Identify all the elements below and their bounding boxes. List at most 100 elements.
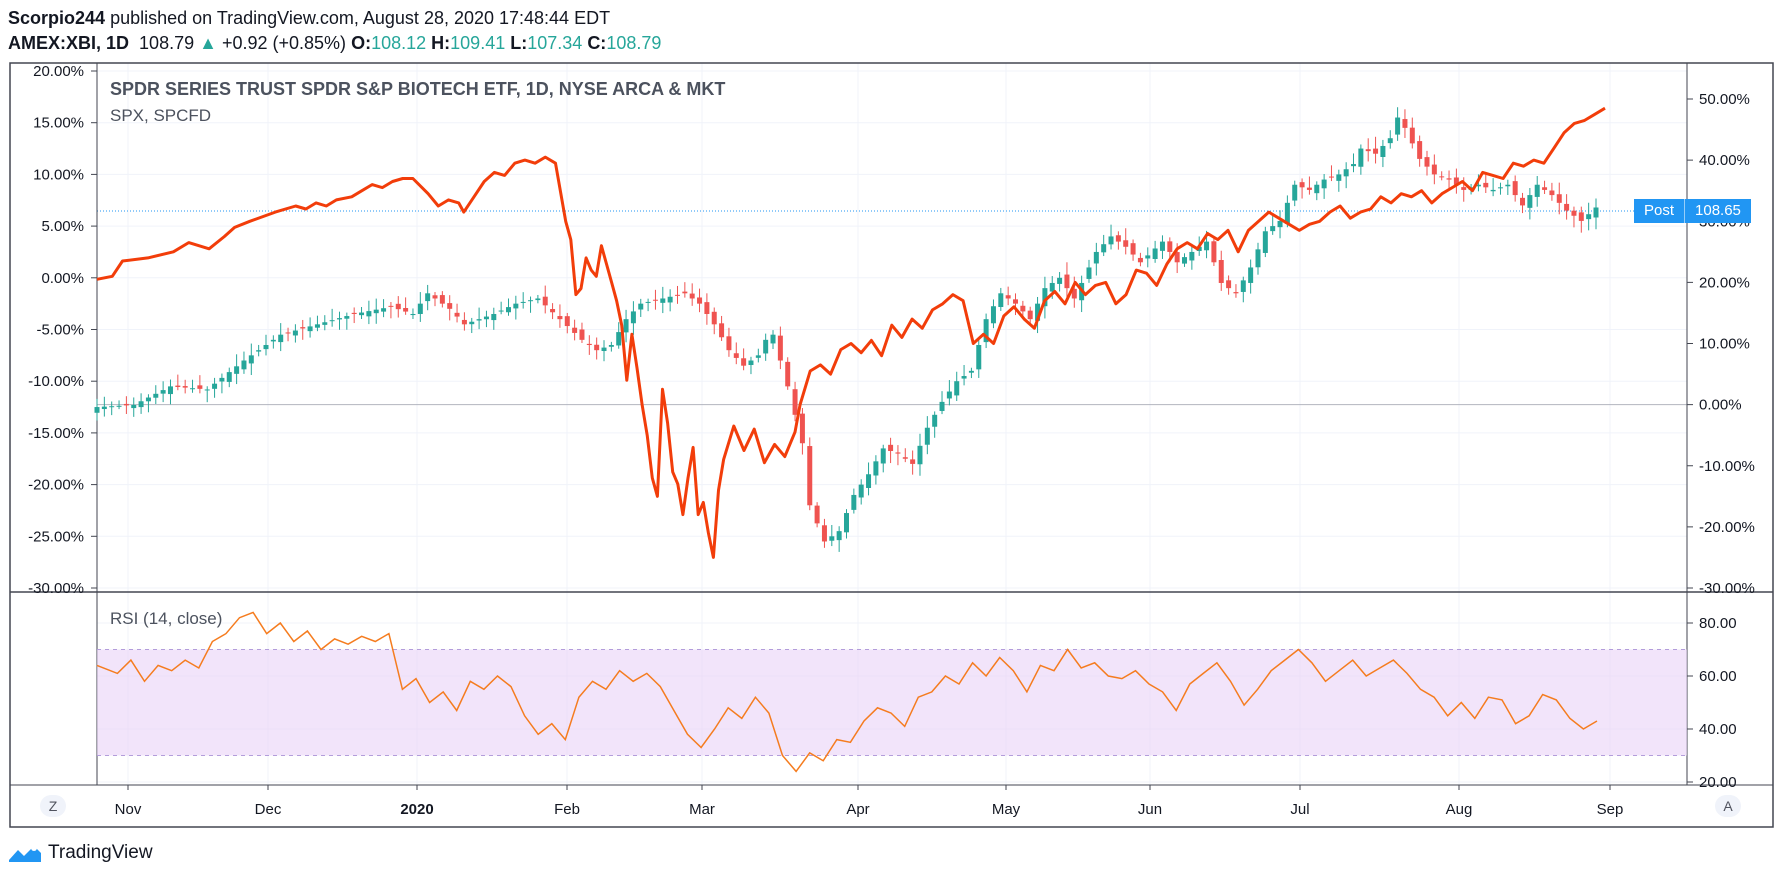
zoom-button[interactable]: Z — [40, 795, 66, 817]
xbi-candle — [263, 345, 269, 350]
xbi-candle — [175, 385, 181, 387]
xbi-candle — [248, 355, 254, 364]
time-axis-label: Jun — [1138, 801, 1162, 818]
xbi-candle — [1520, 197, 1526, 206]
xbi-candle — [719, 323, 725, 338]
xbi-candle — [241, 360, 247, 370]
xbi-candle — [1571, 210, 1577, 216]
xbi-candle — [939, 401, 945, 411]
xbi-candle — [910, 459, 916, 464]
time-axis-label: Nov — [115, 801, 142, 818]
xbi-candle — [1159, 241, 1165, 251]
xbi-candle — [1211, 241, 1217, 263]
xbi-candle — [976, 345, 982, 370]
xbi-candle — [395, 303, 401, 310]
auto-scale-button[interactable]: A — [1715, 795, 1741, 817]
xbi-candle — [131, 404, 137, 409]
xbi-candle — [373, 309, 379, 314]
xbi-candle — [1196, 246, 1202, 251]
xbi-candle — [873, 461, 879, 476]
xbi-candle — [1453, 177, 1459, 185]
xbi-candle — [1167, 241, 1173, 252]
xbi-candle — [1534, 184, 1540, 197]
xbi-candle — [1071, 288, 1077, 299]
xbi-candle — [741, 358, 747, 366]
xbi-candle — [1093, 251, 1099, 264]
xbi-candle — [961, 376, 967, 379]
xbi-candle — [513, 303, 519, 309]
rsi-indicator-label[interactable]: RSI (14, close) — [110, 609, 223, 628]
xbi-candle — [1284, 202, 1290, 224]
xbi-candle — [755, 355, 761, 358]
xbi-candle — [880, 448, 886, 464]
xbi-candle — [924, 427, 930, 445]
compare-symbol-label[interactable]: SPX, SPCFD — [110, 106, 212, 125]
xbi-candle — [1035, 303, 1041, 321]
xbi-candle — [1461, 187, 1467, 190]
xbi-candle — [990, 306, 996, 324]
xbi-candle — [483, 316, 489, 320]
xbi-candle — [1306, 187, 1312, 190]
xbi-candle — [998, 293, 1004, 308]
xbi-candle — [1564, 203, 1570, 211]
xbi-candle — [1387, 138, 1393, 144]
right-axis-tick: -30.00% — [1699, 580, 1755, 597]
xbi-candle — [1351, 164, 1357, 167]
xbi-candle — [557, 316, 563, 320]
xbi-candle — [300, 327, 306, 329]
xbi-candle — [1409, 127, 1415, 144]
xbi-candle — [1005, 295, 1011, 299]
xbi-candle — [1027, 310, 1033, 320]
xbi-candle — [697, 297, 703, 304]
time-axis-label: Aug — [1446, 801, 1473, 818]
author-name[interactable]: Scorpio244 — [8, 8, 106, 28]
xbi-candle — [704, 302, 710, 314]
xbi-candle — [336, 318, 342, 320]
left-axis-tick: 0.00% — [41, 270, 84, 287]
right-axis-tick: 20.00% — [1699, 274, 1750, 291]
left-axis-tick: 15.00% — [33, 115, 84, 132]
xbi-candle — [366, 311, 372, 317]
xbi-candle — [153, 393, 159, 398]
xbi-candle — [1358, 148, 1364, 167]
xbi-candle — [1417, 141, 1423, 159]
xbi-candle — [528, 300, 534, 302]
xbi-candle — [763, 339, 769, 354]
symbol-label[interactable]: AMEX:XBI, 1D — [8, 33, 130, 53]
xbi-candle — [807, 446, 813, 506]
xbi-candle — [1549, 190, 1555, 196]
xbi-candle — [285, 332, 291, 334]
xbi-candle — [638, 303, 644, 310]
xbi-candle — [1336, 174, 1342, 181]
xbi-candle — [145, 397, 151, 402]
xbi-candle — [770, 334, 776, 344]
open-label: O: — [351, 33, 372, 53]
xbi-candle — [190, 388, 196, 390]
xbi-candle — [432, 295, 438, 299]
rsi-axis-tick: 60.00 — [1699, 668, 1737, 685]
xbi-candle — [1182, 257, 1188, 264]
xbi-candle — [1057, 277, 1063, 284]
xbi-candle — [829, 536, 835, 541]
left-axis-tick: 10.00% — [33, 166, 84, 183]
xbi-candle — [645, 301, 651, 303]
xbi-candle — [917, 445, 923, 465]
xbi-candle — [1402, 119, 1408, 128]
xbi-candle — [425, 293, 431, 302]
change-value: +0.92 (+0.85%) — [221, 33, 347, 53]
tradingview-logo-icon — [9, 845, 41, 862]
xbi-candle — [292, 330, 298, 336]
xbi-candle — [1270, 226, 1276, 232]
xbi-candle — [682, 291, 688, 294]
xbi-candle — [1115, 235, 1121, 242]
xbi-candle — [1431, 164, 1437, 175]
xbi-candle — [1505, 184, 1511, 187]
xbi-candle — [851, 494, 857, 510]
left-axis-tick: -20.00% — [28, 477, 84, 494]
xbi-candle — [1578, 212, 1584, 221]
xbi-candle — [711, 311, 717, 325]
xbi-candle — [726, 336, 732, 351]
tradingview-brand[interactable]: TradingView — [8, 842, 153, 864]
xbi-candle — [1130, 243, 1136, 255]
